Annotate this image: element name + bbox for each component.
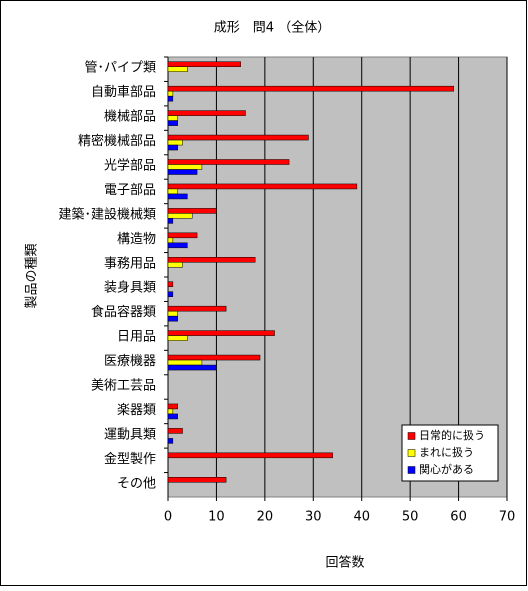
bar [167, 477, 227, 483]
legend-label: 関心がある [419, 462, 474, 476]
x-tick-label: 0 [164, 510, 172, 525]
bar [167, 144, 178, 151]
bar [167, 262, 183, 268]
y-tick-label: その他 [117, 476, 156, 491]
x-tick-label: 60 [450, 510, 467, 525]
bar [167, 359, 203, 366]
y-tick-label: 医療機器 [104, 354, 156, 369]
bar [167, 169, 198, 175]
bar [167, 354, 261, 361]
bar [167, 408, 174, 415]
bar [167, 61, 241, 67]
bar [167, 291, 174, 297]
bar [167, 315, 178, 322]
bar [167, 139, 183, 146]
y-tick-label: 光学部品 [104, 158, 156, 174]
bar [167, 120, 178, 126]
bar [167, 183, 358, 190]
legend-swatch [407, 432, 416, 440]
bar [167, 208, 217, 214]
y-tick-label: 機械部品 [104, 110, 156, 125]
y-tick-label: 管･パイプ類 [84, 61, 156, 76]
y-tick-label: 運動具類 [104, 427, 156, 442]
bar [167, 164, 203, 170]
bar [167, 364, 217, 371]
bar [167, 66, 188, 72]
chart-title: 成形 問4 （全体） [214, 20, 330, 36]
bar [167, 242, 188, 249]
bar [167, 305, 227, 312]
bar [167, 330, 275, 336]
bar [167, 413, 178, 420]
legend-swatch [407, 449, 416, 457]
legend-box [401, 424, 499, 482]
y-tick-label: 食品容器類 [91, 304, 156, 320]
bar [167, 193, 188, 200]
bar [167, 85, 454, 92]
x-tick-label: 30 [305, 510, 322, 525]
bar [167, 452, 333, 459]
bar [167, 232, 198, 239]
bar [167, 438, 174, 444]
y-tick-label: 日用品 [117, 330, 156, 345]
y-axis-label: 製品の種類 [24, 243, 40, 308]
bar [167, 237, 174, 244]
x-tick-label: 10 [208, 510, 225, 525]
bar [167, 310, 178, 317]
bar [167, 428, 183, 434]
y-tick-label: 建築･建設機械類 [58, 206, 156, 222]
plot-area [167, 56, 508, 498]
bar [167, 403, 178, 410]
x-tick-label: 20 [257, 510, 274, 525]
bar [167, 110, 246, 116]
y-tick-label: 美術工芸品 [91, 378, 156, 394]
bar [167, 257, 256, 263]
bar [167, 281, 174, 287]
x-tick-label: 40 [353, 510, 370, 525]
legend-swatch [407, 466, 416, 474]
bar [167, 115, 178, 121]
bar [167, 188, 178, 195]
bar [167, 213, 193, 219]
legend-label: まれに扱う [419, 445, 474, 459]
y-tick-label: 装身具類 [104, 280, 156, 296]
x-axis-label: 回答数 [325, 555, 364, 571]
y-tick-label: 自動車部品 [91, 85, 156, 100]
y-tick-label: 事務用品 [104, 256, 156, 271]
y-tick-label: 電子部品 [104, 183, 156, 198]
bar [167, 159, 290, 165]
legend-label: 日常的に扱う [419, 428, 485, 442]
y-tick-label: 精密機械部品 [78, 133, 156, 149]
y-tick-label: 金型製作 [104, 451, 156, 467]
bar [167, 335, 188, 341]
bar [167, 218, 174, 224]
x-tick-label: 70 [499, 510, 516, 525]
y-tick-label: 構造物 [117, 232, 156, 247]
bar [167, 134, 309, 141]
bar [167, 90, 174, 97]
bar [167, 95, 174, 102]
x-tick-label: 50 [402, 510, 419, 525]
y-tick-label: 楽器類 [117, 402, 156, 418]
